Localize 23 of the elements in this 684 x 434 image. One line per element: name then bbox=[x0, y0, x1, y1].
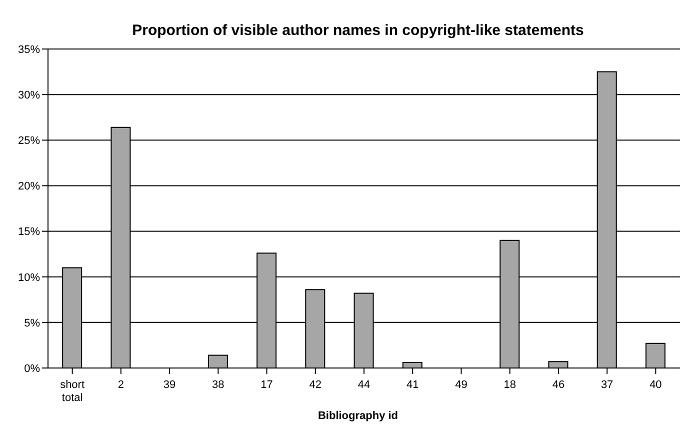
x-tick-label: 46 bbox=[552, 379, 565, 391]
chart-title: Proportion of visible author names in copyright-like statements bbox=[131, 22, 585, 39]
x-tick-label: 17 bbox=[260, 379, 273, 391]
x-tick-label: 44 bbox=[358, 379, 370, 391]
x-tick-label: 42 bbox=[309, 379, 322, 391]
y-tick-label: 5% bbox=[24, 317, 40, 330]
y-tick-label: 30% bbox=[18, 89, 40, 102]
x-tick-label: 49 bbox=[455, 379, 468, 391]
x-axis-title: Bibliography id bbox=[316, 410, 400, 422]
x-tick-label: 39 bbox=[163, 379, 176, 391]
x-tick-label: short total bbox=[60, 379, 85, 404]
y-tick-label: 0% bbox=[24, 362, 40, 375]
y-tick-label: 35% bbox=[18, 44, 40, 56]
x-tick-label: 37 bbox=[600, 379, 614, 391]
x-tick-label: 38 bbox=[212, 379, 224, 391]
y-tick-label: 20% bbox=[18, 180, 40, 193]
y-tick-label: 15% bbox=[18, 226, 40, 238]
x-tick-label: 2 bbox=[118, 379, 124, 391]
x-tick-label: 41 bbox=[406, 379, 419, 391]
x-tick-label: 40 bbox=[650, 379, 662, 391]
y-tick-label: 25% bbox=[18, 135, 40, 148]
x-tick-label: 18 bbox=[504, 379, 516, 391]
y-tick-label: 10% bbox=[18, 272, 40, 284]
